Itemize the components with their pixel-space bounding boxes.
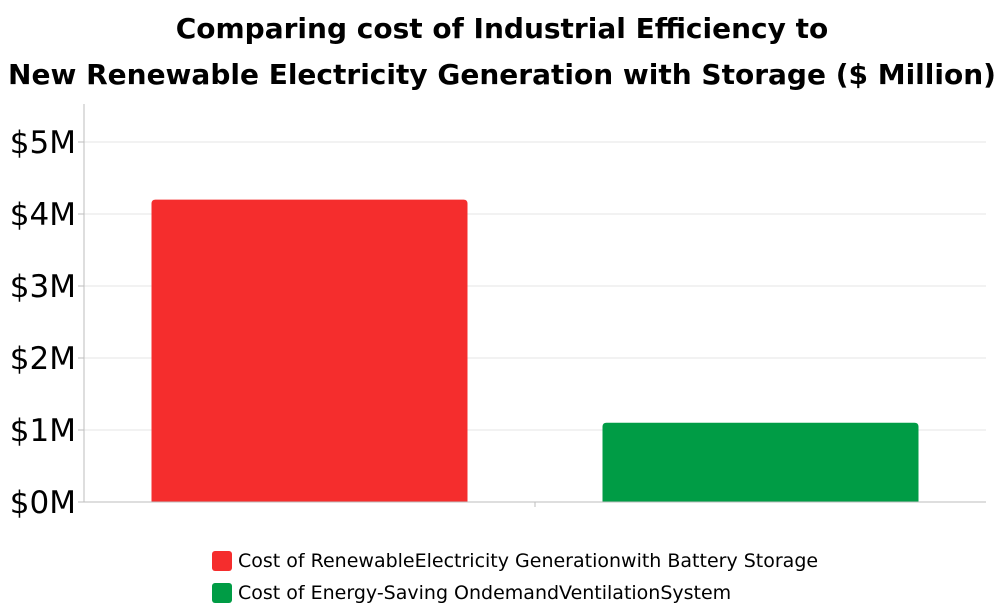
legend-item[interactable]: Cost of Energy-Saving OndemandVentilatio… [212, 577, 818, 609]
bar-renewable[interactable] [151, 199, 468, 502]
axes [83, 104, 986, 507]
bar-ventilation[interactable] [602, 422, 919, 502]
bars [151, 199, 919, 502]
chart-title-line-1: Comparing cost of Industrial Efficiency … [175, 12, 829, 45]
legend-item[interactable]: Cost of RenewableElectricity Generationw… [212, 545, 818, 577]
y-tick-label: $5M [10, 125, 76, 161]
y-tick-label: $1M [10, 413, 76, 449]
y-axis-ticks: $0M $1M $2M $3M $4M $5M [10, 125, 84, 521]
y-tick-label: $0M [10, 485, 76, 521]
legend: Cost of RenewableElectricity Generationw… [212, 545, 818, 609]
legend-swatch-ventilation [212, 583, 232, 603]
y-tick-label: $2M [10, 341, 76, 377]
chart-title-line-2: New Renewable Electricity Generation wit… [8, 58, 996, 91]
chart-title: Comparing cost of Industrial Efficiency … [0, 6, 1004, 98]
y-tick-label: $3M [10, 269, 76, 305]
legend-label-renewable: Cost of RenewableElectricity Generationw… [238, 550, 819, 572]
y-tick-label: $4M [10, 197, 76, 233]
legend-swatch-renewable [212, 551, 232, 571]
legend-label-ventilation: Cost of Energy-Saving OndemandVentilatio… [238, 582, 732, 604]
